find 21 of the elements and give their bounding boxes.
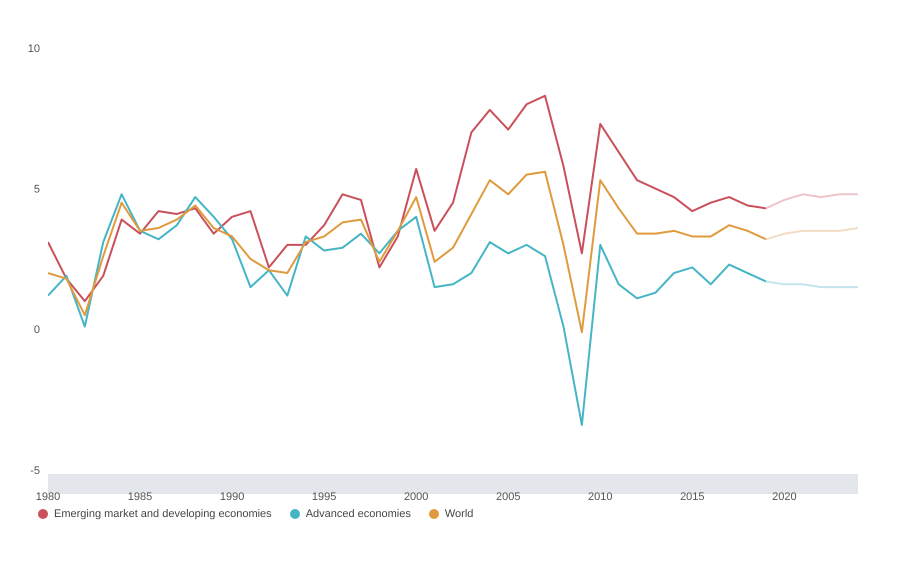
legend-label: Emerging market and developing economies [54, 508, 272, 520]
x-tick-label: 1990 [220, 490, 244, 503]
x-tick-label: 2015 [680, 490, 705, 503]
line-series [764, 193, 858, 210]
x-tick-label: 2005 [496, 490, 520, 503]
line-series [48, 193, 767, 426]
line-series [48, 170, 767, 334]
x-tick-label: 2010 [588, 490, 613, 503]
line-series [48, 94, 767, 302]
x-tick-label: 1995 [312, 490, 336, 503]
x-tick-label: 1985 [128, 490, 152, 503]
y-tick-label: 0 [34, 324, 40, 336]
x-tick-label: 2020 [772, 490, 797, 503]
x-tick-label: 2000 [404, 490, 428, 503]
y-tick-label: -5 [30, 464, 40, 477]
legend-label: Advanced economies [306, 508, 411, 520]
y-tick-label: 5 [34, 184, 40, 196]
x-tick-label: 1980 [36, 490, 60, 503]
y-tick-label: 10 [28, 42, 40, 55]
line-series [764, 227, 858, 240]
legend-label: World [444, 508, 474, 520]
